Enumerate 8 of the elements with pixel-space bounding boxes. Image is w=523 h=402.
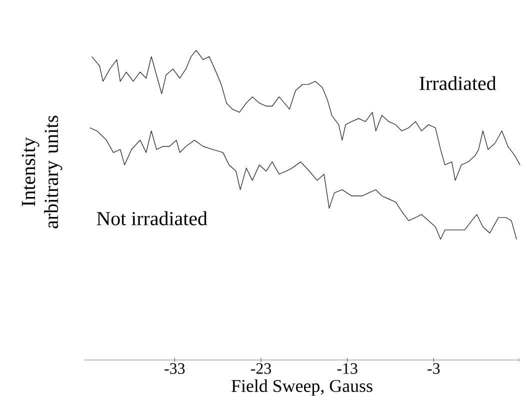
- series-label: Irradiated: [420, 76, 496, 90]
- series-label: Not irradiated: [96, 211, 208, 226]
- x-tick-label: -3: [428, 363, 440, 374]
- y-axis-title: Intensity arbitrary units: [22, 116, 62, 228]
- x-axis-title: Field Sweep, Gauss: [232, 379, 372, 396]
- x-tick-label: -13: [337, 363, 358, 374]
- x-tick-label: -33: [164, 363, 185, 374]
- x-tick-label: -23: [250, 363, 271, 374]
